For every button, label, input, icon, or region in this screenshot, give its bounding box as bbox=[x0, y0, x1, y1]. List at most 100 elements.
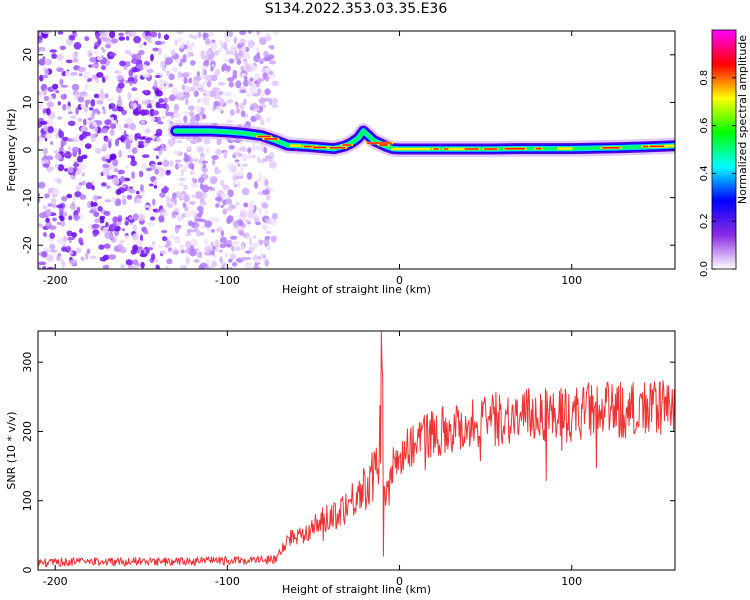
noise-blob bbox=[196, 146, 204, 153]
noise-blob bbox=[258, 207, 263, 216]
noise-blob bbox=[271, 80, 279, 87]
noise-blob bbox=[218, 249, 223, 253]
noise-blob bbox=[72, 58, 79, 63]
noise-blob bbox=[209, 42, 218, 50]
noise-blob bbox=[136, 198, 142, 204]
noise-blob bbox=[262, 254, 266, 259]
noise-blob bbox=[193, 76, 202, 82]
noise-blob bbox=[121, 109, 128, 115]
noise-blob bbox=[257, 156, 261, 164]
noise-blob bbox=[199, 88, 207, 93]
noise-blob bbox=[183, 157, 190, 162]
noise-blob bbox=[165, 82, 170, 88]
noise-blob bbox=[211, 249, 215, 256]
noise-blob bbox=[239, 102, 245, 110]
noise-blob bbox=[195, 113, 200, 122]
noise-blob bbox=[166, 169, 171, 175]
noise-blob bbox=[38, 193, 41, 197]
noise-blob bbox=[91, 185, 95, 191]
noise-blob bbox=[218, 40, 223, 44]
noise-blob bbox=[93, 93, 100, 99]
noise-blob bbox=[113, 167, 120, 172]
noise-blob bbox=[201, 69, 205, 76]
noise-blob bbox=[65, 59, 73, 64]
noise-blob bbox=[114, 120, 118, 124]
noise-blob bbox=[261, 202, 269, 209]
noise-blob bbox=[141, 162, 148, 170]
noise-blob bbox=[255, 221, 261, 226]
noise-blob bbox=[117, 215, 123, 223]
noise-blob bbox=[215, 196, 222, 202]
noise-blob bbox=[158, 79, 166, 86]
noise-blob bbox=[99, 215, 106, 220]
noise-blob bbox=[71, 52, 78, 60]
noise-blob bbox=[258, 97, 266, 104]
noise-blob bbox=[59, 78, 64, 86]
noise-blob bbox=[166, 111, 174, 117]
noise-blob bbox=[143, 229, 149, 235]
noise-blob bbox=[249, 237, 252, 245]
noise-blob bbox=[246, 93, 253, 97]
noise-blob bbox=[187, 105, 195, 111]
noise-blob bbox=[40, 121, 48, 125]
noise-blob bbox=[189, 249, 197, 257]
noise-blob bbox=[140, 261, 145, 269]
noise-blob bbox=[148, 183, 155, 187]
noise-blob bbox=[152, 198, 156, 206]
noise-blob bbox=[174, 39, 178, 46]
noise-blob bbox=[152, 110, 159, 116]
noise-blob bbox=[264, 236, 271, 240]
noise-blob bbox=[74, 32, 78, 37]
noise-blob bbox=[126, 35, 130, 41]
noise-blob bbox=[200, 191, 207, 199]
noise-blob bbox=[46, 254, 54, 262]
noise-blob bbox=[185, 256, 190, 265]
noise-blob bbox=[257, 58, 266, 63]
noise-blob bbox=[111, 222, 117, 229]
noise-blob bbox=[201, 160, 209, 164]
noise-blob bbox=[71, 232, 77, 238]
noise-blob bbox=[133, 36, 142, 44]
noise-blob bbox=[237, 163, 241, 167]
noise-blob bbox=[78, 73, 83, 77]
noise-blob bbox=[94, 147, 102, 154]
noise-blob bbox=[176, 31, 184, 35]
noise-blob bbox=[96, 99, 104, 105]
noise-blob bbox=[263, 147, 267, 154]
noise-blob bbox=[154, 258, 159, 263]
noise-blob bbox=[118, 32, 124, 37]
noise-blob bbox=[156, 137, 162, 143]
noise-blob bbox=[171, 213, 177, 219]
noise-blob bbox=[214, 169, 222, 174]
noise-blob bbox=[189, 44, 194, 48]
noise-blob bbox=[213, 100, 220, 108]
spectrogram-y-axis: -20 -10 0 10 20 bbox=[21, 48, 675, 254]
noise-blob bbox=[247, 147, 252, 154]
noise-blob bbox=[72, 169, 76, 177]
noise-blob bbox=[184, 242, 192, 248]
noise-blob bbox=[192, 85, 196, 93]
noise-blob bbox=[172, 249, 180, 255]
noise-blob bbox=[234, 159, 240, 163]
noise-blob bbox=[97, 195, 102, 200]
noise-blob bbox=[119, 60, 126, 67]
noise-blob bbox=[193, 259, 200, 263]
y-tick-label: 200 bbox=[21, 421, 34, 442]
noise-blob bbox=[222, 262, 227, 266]
noise-blob bbox=[123, 123, 129, 129]
noise-blob bbox=[173, 103, 180, 112]
noise-blob bbox=[92, 202, 98, 207]
noise-blob bbox=[191, 177, 197, 182]
noise-blob bbox=[212, 245, 216, 251]
noise-blob bbox=[136, 190, 140, 195]
noise-blob bbox=[68, 215, 73, 221]
noise-blob bbox=[132, 213, 139, 221]
noise-blob bbox=[165, 70, 171, 76]
noise-blob bbox=[157, 245, 163, 248]
noise-blob bbox=[173, 197, 177, 206]
noise-blob bbox=[211, 159, 216, 166]
noise-blob bbox=[102, 167, 110, 176]
noise-blob bbox=[130, 100, 135, 108]
noise-blob bbox=[43, 31, 51, 34]
x-tick-label: -100 bbox=[215, 274, 240, 287]
